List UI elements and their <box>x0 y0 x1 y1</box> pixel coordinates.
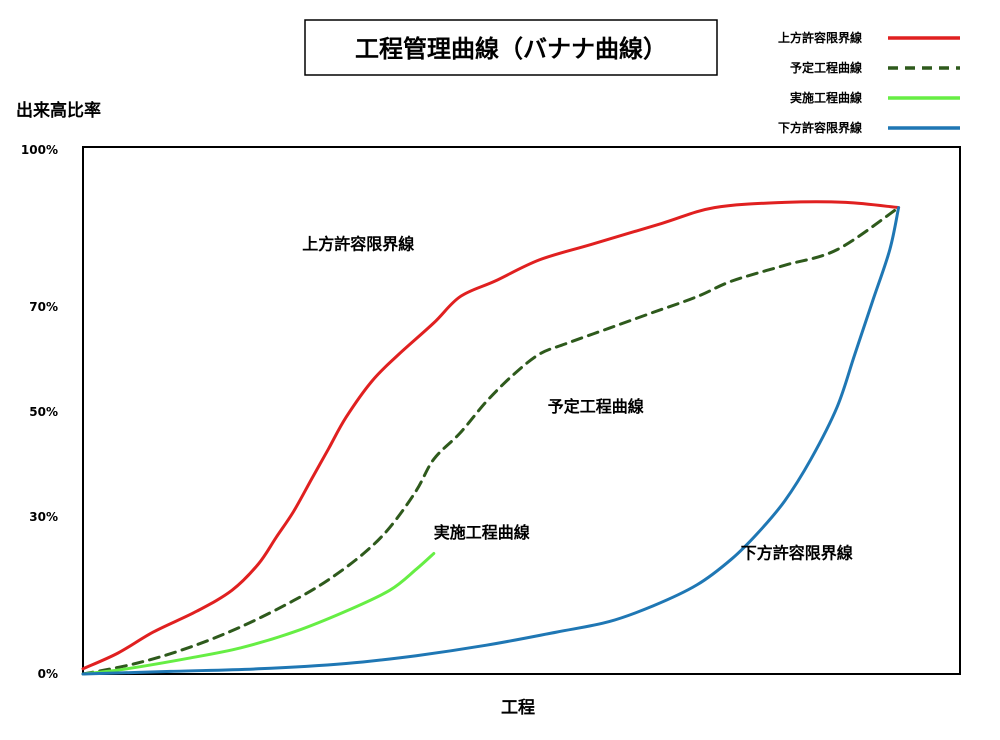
y-tick-label: 50% <box>29 405 58 419</box>
legend-label-lower-limit-line: 下方許容限界線 <box>778 120 862 135</box>
legend-label-actual-progress-curve: 実施工程曲線 <box>790 90 862 105</box>
chart-title-box: 工程管理曲線（バナナ曲線） <box>304 19 718 76</box>
legend-label-upper-limit-line: 上方許容限界線 <box>778 30 862 45</box>
plot-frame <box>82 146 961 675</box>
annotation-upper-limit-line: 上方許容限界線 <box>302 235 414 254</box>
y-axis-label: 出来高比率 <box>16 100 101 121</box>
legend-label-planned-progress-curve: 予定工程曲線 <box>790 60 862 75</box>
y-tick-labels: 100% 70% 50% 30% 0% <box>21 143 58 681</box>
annotation-planned-progress-curve: 予定工程曲線 <box>548 397 644 416</box>
chart-title: 工程管理曲線（バナナ曲線） <box>355 35 667 63</box>
chart-title-frame <box>304 19 718 76</box>
y-tick-label: 100% <box>21 143 58 157</box>
series-line-lower-limit-line <box>81 206 901 676</box>
x-axis-label: 工程 <box>501 698 535 718</box>
y-tick-label: 30% <box>29 510 58 524</box>
series-line-upper-limit-line <box>81 200 901 671</box>
y-tick-label: 70% <box>29 300 58 314</box>
series-layer <box>81 200 901 676</box>
annotation-actual-progress-curve: 実施工程曲線 <box>434 523 530 542</box>
series-line-planned-progress-curve <box>81 206 901 676</box>
annotation-lower-limit-line: 下方許容限界線 <box>741 544 853 563</box>
y-tick-label: 0% <box>38 667 58 681</box>
series-line-actual-progress-curve <box>81 552 436 676</box>
